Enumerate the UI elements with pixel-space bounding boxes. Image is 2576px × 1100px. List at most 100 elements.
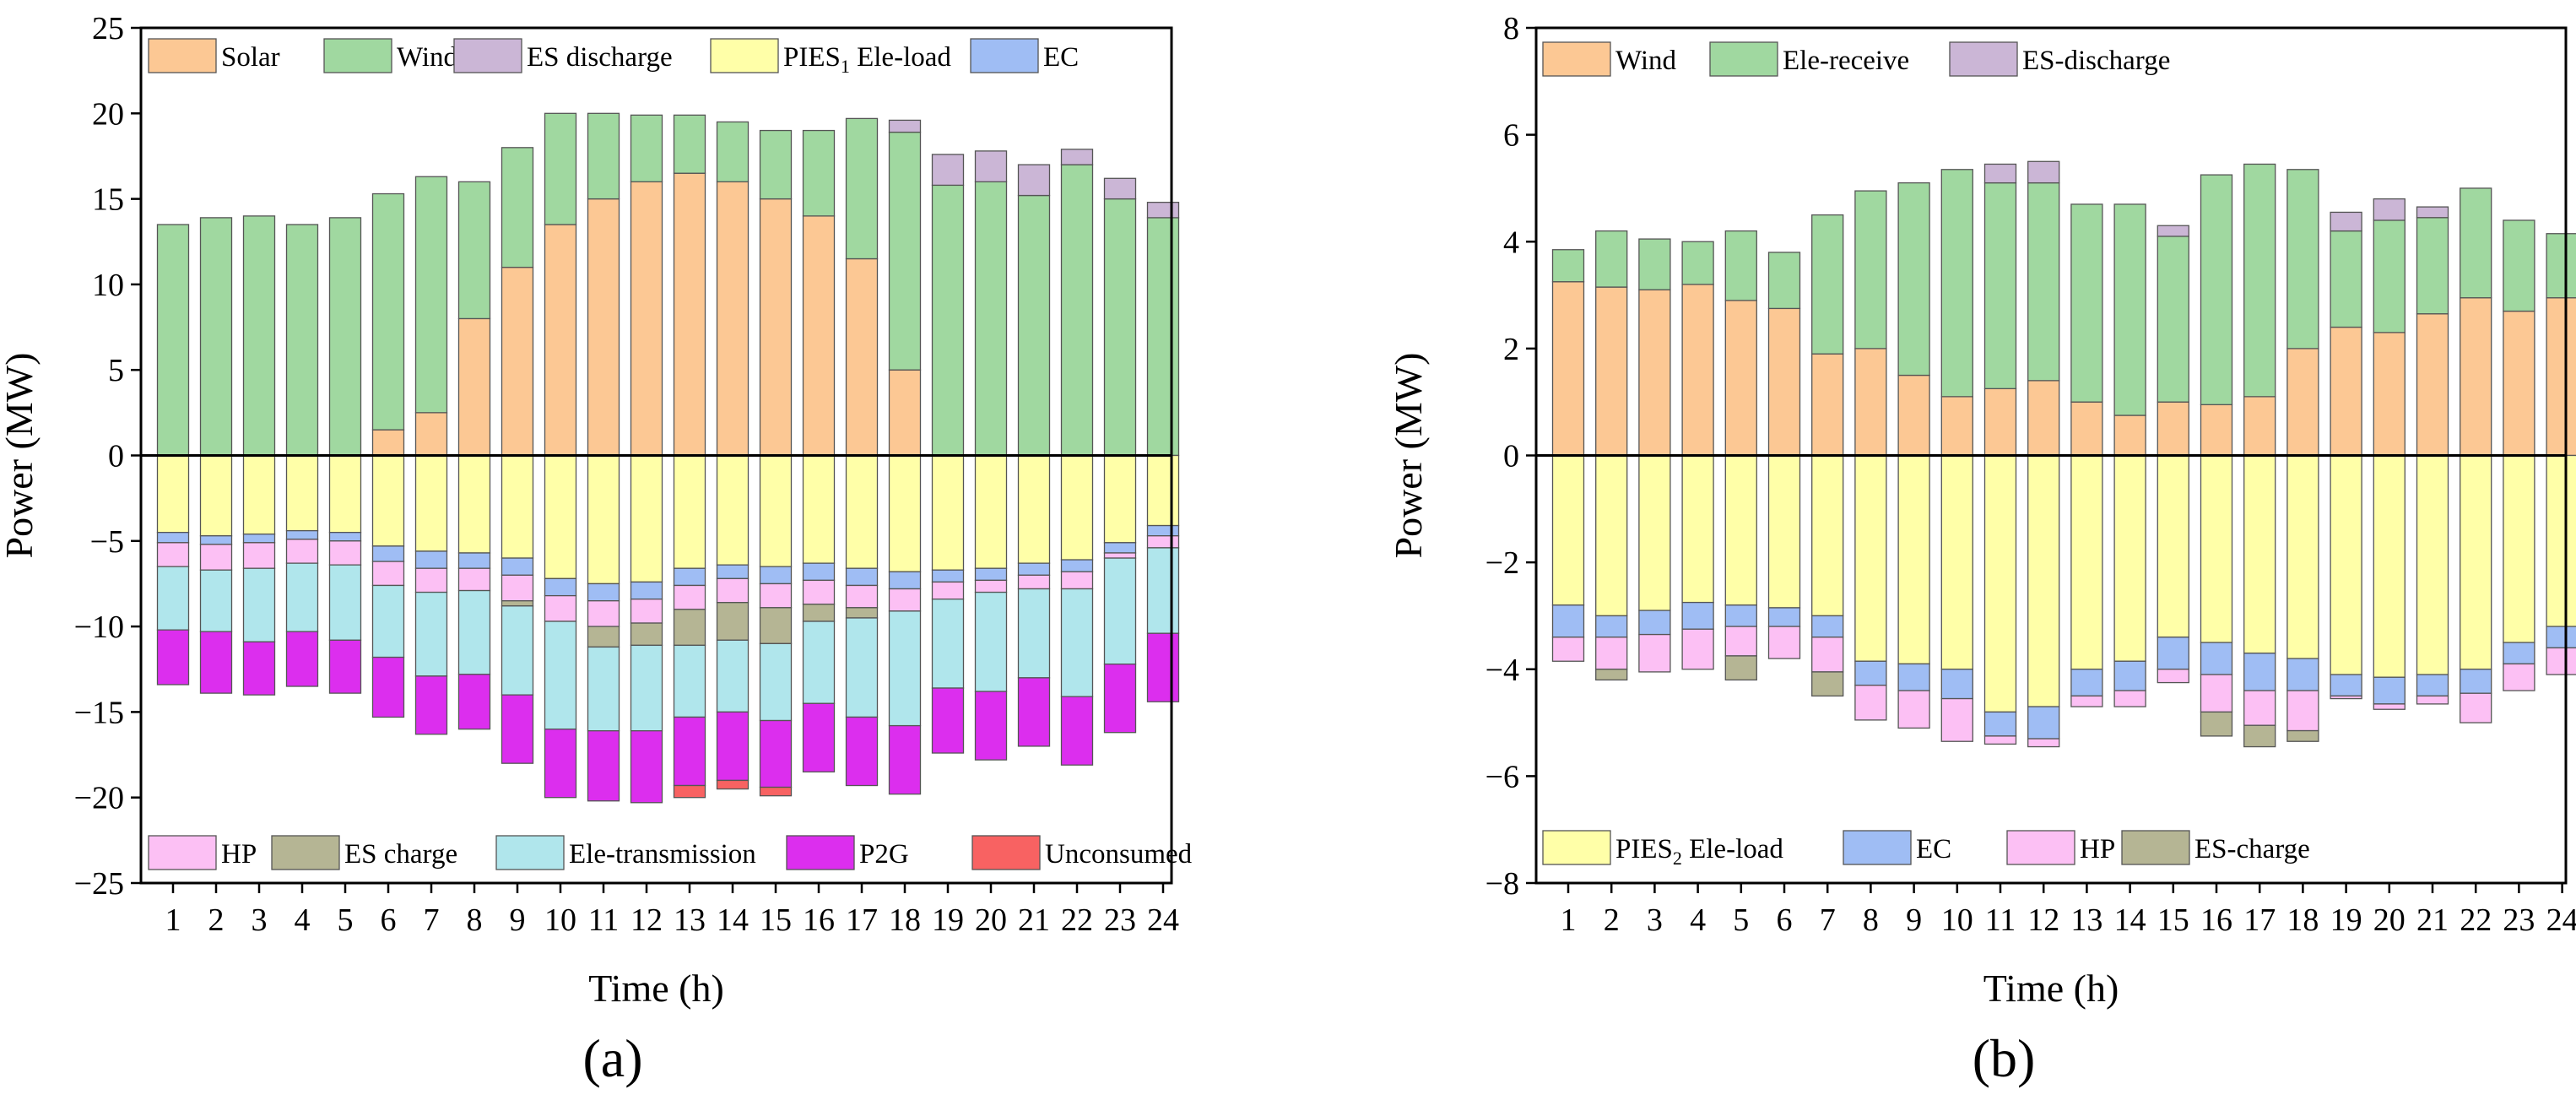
panel-a-bar-p2g-10 — [544, 729, 577, 799]
panel-b-xtick-label-20: 20 — [2373, 902, 2406, 938]
panel-b-bar-hp-8 — [1854, 685, 1887, 721]
panel-a-bar-ec-4 — [285, 529, 319, 540]
panel-b-legend-label-hp: HP — [2080, 834, 2115, 864]
panel-a-bar-ele-transmission-12 — [630, 644, 663, 732]
panel-b-bar-es-discharge-15 — [2157, 225, 2189, 237]
panel-a-bar-wind-23 — [1103, 198, 1137, 457]
panel-a-bar-ec-8 — [457, 552, 491, 569]
panel-a-xtick-label-6: 6 — [381, 902, 397, 938]
panel-b-bar-pies2-ele-load-18 — [2286, 454, 2319, 659]
panel-b-bar-ec-22 — [2460, 669, 2492, 694]
panel-b-bar-pies2-ele-load-12 — [2027, 454, 2060, 707]
panel-a-bar-solar-11 — [587, 198, 620, 457]
panel-a-xtick-label-17: 17 — [846, 902, 878, 938]
panel-b-bar-pies2-ele-load-11 — [1983, 454, 2017, 713]
panel-a-bar-solar-6 — [371, 429, 405, 457]
panel-a-ytick-label-15: 15 — [92, 182, 124, 218]
panel-a-xtick-label-19: 19 — [932, 902, 964, 938]
panel-a-xtick-label-11: 11 — [588, 902, 620, 938]
panel-b-bar-ec-11 — [1983, 711, 2017, 737]
panel-a-label: (a) — [582, 1028, 642, 1088]
panel-b-xtick-label-5: 5 — [1733, 902, 1749, 938]
panel-b-bar-ele-receive-3 — [1638, 238, 1671, 290]
panel-a-bar-pies1-ele-load-10 — [544, 454, 577, 580]
panel-b-bar-es-charge-18 — [2286, 729, 2319, 742]
panel-a-bar-ec-14 — [716, 564, 750, 580]
panel-a-bar-hp-4 — [285, 539, 319, 564]
panel-b-legend-swatch-ec — [1843, 830, 1912, 865]
panel-b-bar-ec-3 — [1638, 610, 1671, 636]
panel-a-bar-ele-transmission-24 — [1146, 547, 1180, 634]
panel-b-bar-pies2-ele-load-16 — [2200, 454, 2233, 643]
panel-b-bar-ec-7 — [1811, 615, 1844, 638]
panel-b-bar-ele-receive-19 — [2330, 230, 2362, 328]
panel-a-bar-hp-19 — [931, 581, 965, 600]
panel-a-bar-p2g-15 — [759, 719, 793, 788]
panel-a-bar-p2g-3 — [242, 641, 276, 696]
panel-a-bar-solar-8 — [457, 317, 491, 457]
panel-a-bar-ec-19 — [931, 569, 965, 583]
panel-b-xtick-label-3: 3 — [1647, 902, 1663, 938]
panel-a-bar-es-charge-12 — [630, 622, 663, 647]
panel-a-ytick-label--25: −25 — [74, 866, 124, 902]
panel-b-bar-wind-11 — [1983, 387, 2017, 457]
panel-a-bar-ec-12 — [630, 581, 663, 600]
panel-a-xtick-label-10: 10 — [544, 902, 576, 938]
panel-b-bar-pies2-ele-load-2 — [1595, 454, 1628, 617]
panel-a-legend-swatch-ec — [970, 38, 1039, 73]
panel-a-bar-pies1-ele-load-1 — [156, 454, 190, 534]
panel-b-bar-ele-receive-13 — [2070, 203, 2103, 403]
panel-a-xtick-label-7: 7 — [424, 902, 440, 938]
panel-a-bar-wind-16 — [802, 129, 836, 217]
panel-a-bar-p2g-23 — [1103, 664, 1137, 734]
panel-b-bar-es-charge-17 — [2243, 724, 2276, 748]
panel-b-bar-wind-15 — [2157, 401, 2189, 457]
panel-b-legend-swatch-ele-receive — [1709, 41, 1778, 77]
panel-a-bar-wind-6 — [371, 192, 405, 431]
panel-a-bar-p2g-2 — [199, 631, 233, 694]
panel-b-bar-hp-11 — [1983, 735, 2017, 745]
panel-b-bar-ele-receive-21 — [2416, 217, 2449, 315]
panel-b-bar-hp-22 — [2460, 692, 2492, 723]
panel-b-bar-es-discharge-12 — [2027, 160, 2060, 184]
panel-b-bar-hp-1 — [1551, 637, 1585, 662]
panel-b-bar-wind-19 — [2330, 326, 2362, 457]
panel-a-bar-p2g-1 — [156, 629, 190, 685]
panel-b-ytick-label--4: −4 — [1486, 653, 1519, 688]
panel-b-bar-hp-4 — [1681, 628, 1714, 670]
panel-b-bar-pies2-ele-load-14 — [2113, 454, 2146, 662]
panel-b-bar-pies2-ele-load-8 — [1854, 454, 1887, 662]
panel-a-bar-es-discharge-18 — [888, 119, 922, 133]
panel-b-bar-es-charge-16 — [2200, 711, 2233, 737]
panel-b-bar-ele-receive-12 — [2027, 182, 2060, 382]
panel-a-bar-ele-transmission-11 — [587, 646, 620, 732]
panel-a-bar-wind-7 — [414, 176, 448, 414]
panel-a-bar-ec-22 — [1060, 559, 1094, 572]
panel-b-legend-label-es-charge: ES-charge — [2194, 834, 2310, 864]
panel-a-bar-ele-transmission-23 — [1103, 557, 1137, 665]
panel-b-xtick-label-14: 14 — [2114, 902, 2146, 938]
panel-b-bar-pies2-ele-load-22 — [2460, 454, 2492, 670]
panel-b-legend-label-ec: EC — [1916, 834, 1951, 864]
panel-a-bar-p2g-7 — [414, 675, 448, 735]
panel-a-bar-ele-transmission-4 — [285, 562, 319, 632]
panel-a-bar-p2g-12 — [630, 730, 663, 804]
panel-a-bar-p2g-5 — [328, 639, 362, 694]
panel-b-bar-pies2-ele-load-3 — [1638, 454, 1671, 611]
panel-a-xtick-label-1: 1 — [165, 902, 181, 938]
panel-b-xtick-label-6: 6 — [1777, 902, 1793, 938]
panel-a-bar-hp-12 — [630, 599, 663, 624]
panel-a-bar-hp-11 — [587, 600, 620, 627]
panel-a-bar-ele-transmission-8 — [457, 589, 491, 675]
panel-a-bar-wind-11 — [587, 112, 620, 200]
panel-a-ytick-label--5: −5 — [90, 524, 124, 560]
panel-b-bar-pies2-ele-load-17 — [2243, 454, 2276, 654]
panel-b-bar-pies2-ele-load-10 — [1940, 454, 1973, 670]
panel-a-bar-p2g-9 — [501, 694, 534, 764]
panel-a-bar-wind-14 — [716, 121, 750, 182]
panel-a-bar-unconsumed-13 — [673, 784, 706, 799]
panel-a-bars — [156, 112, 1180, 804]
panel-a-bar-hp-24 — [1146, 535, 1180, 549]
panel-b-legend-label-es-discharge: ES-discharge — [2022, 46, 2170, 76]
